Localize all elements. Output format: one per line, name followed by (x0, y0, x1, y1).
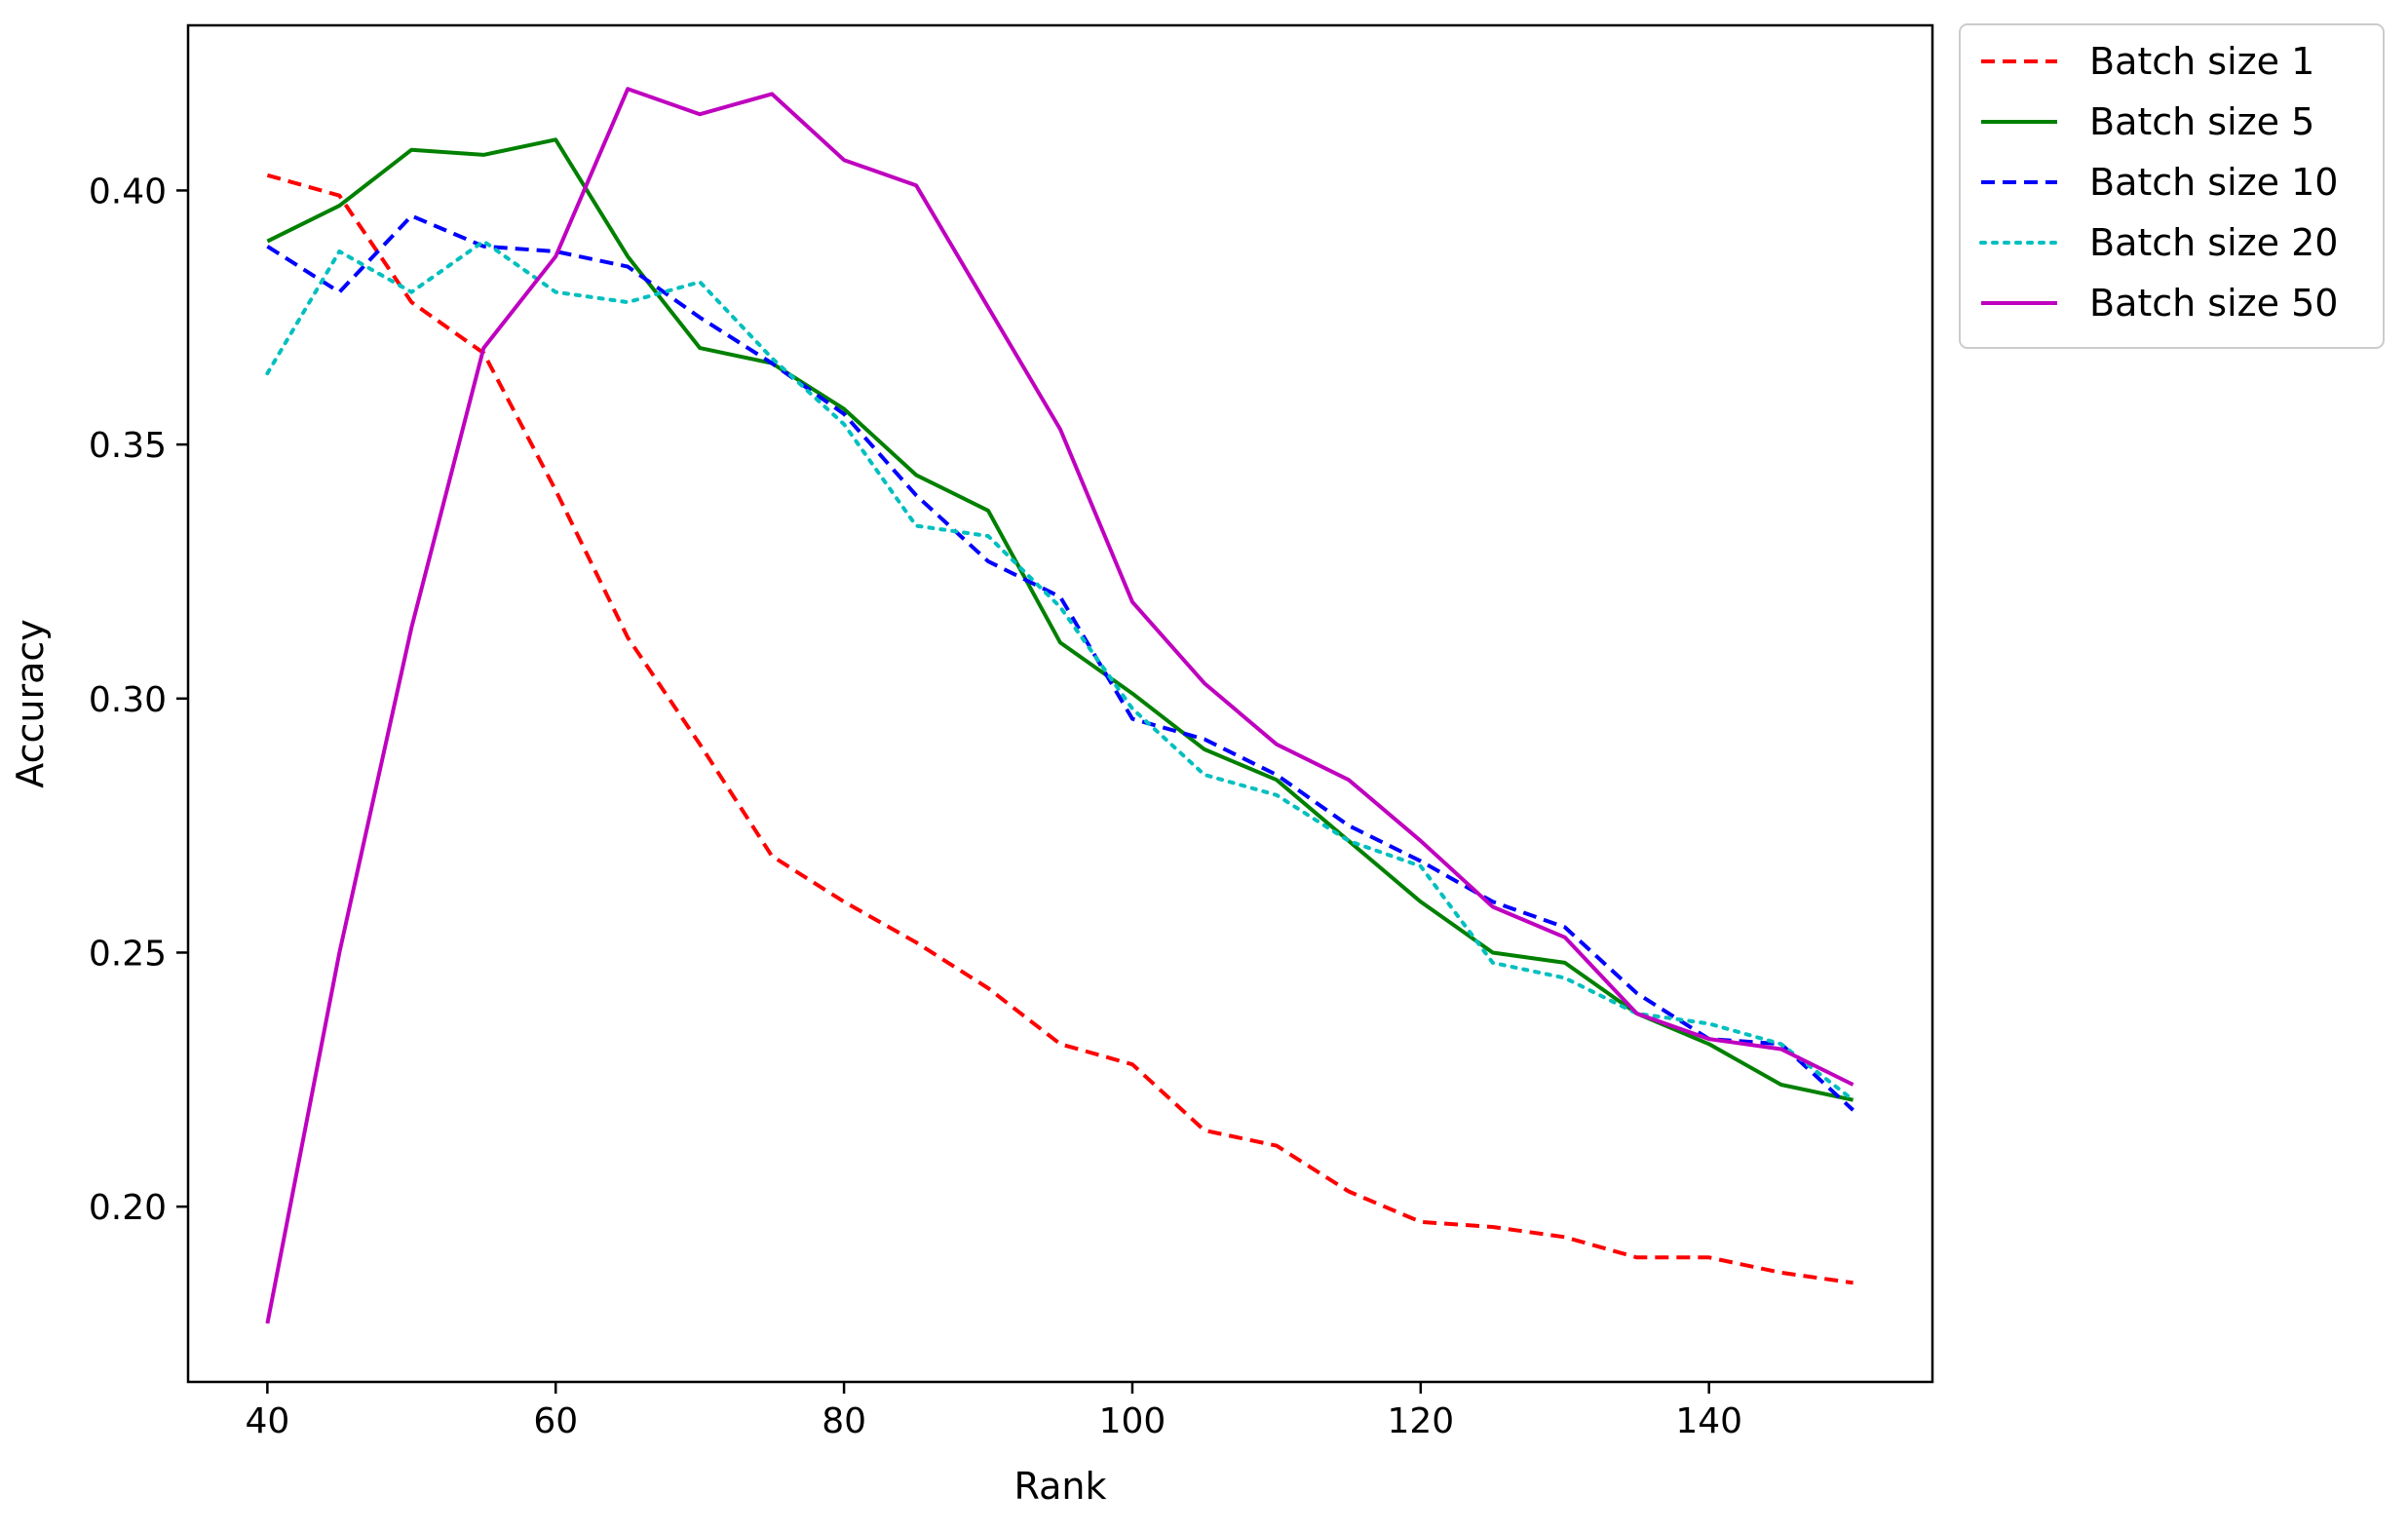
x-tick-label: 140 (1675, 1401, 1742, 1441)
plot-area-frame (186, 23, 1934, 1384)
legend-label-1: Batch size 1 (2089, 40, 2314, 83)
x-axis-label: Rank (1014, 1465, 1107, 1508)
x-tick-label: 100 (1099, 1401, 1166, 1441)
plot-layer (265, 87, 1855, 1324)
y-tick-label: 0.35 (89, 426, 167, 466)
x-tick-label: 80 (822, 1401, 866, 1441)
y-axis-label: Accuracy (9, 619, 52, 788)
series-line-1 (266, 172, 1854, 1285)
y-tick-label: 0.25 (89, 934, 167, 974)
y-tick-label: 0.20 (89, 1188, 167, 1228)
x-tick-label: 120 (1387, 1401, 1454, 1441)
series-line-5 (265, 87, 1854, 1324)
legend: Batch size 1 Batch size 5 Batch size 10 Bat… (1959, 23, 2385, 349)
x-tick-label: 40 (245, 1401, 289, 1441)
legend-label-3: Batch size 10 (2089, 161, 2338, 204)
y-tick-label: 0.40 (89, 172, 167, 211)
legend-label-5: Batch size 50 (2089, 282, 2338, 325)
y-axis: 0.20 0.25 0.30 0.35 0.40 (89, 172, 188, 1228)
series-line-4 (265, 239, 1855, 1102)
y-tick-label: 0.30 (89, 680, 167, 720)
legend-box (1959, 23, 2385, 349)
series-line-2 (266, 137, 1854, 1102)
x-tick-label: 60 (533, 1401, 578, 1441)
x-axis: 40 60 80 100 120 140 (245, 1382, 1742, 1441)
legend-label-4: Batch size 20 (2089, 221, 2338, 264)
series-line-3 (266, 213, 1854, 1112)
legend-label-2: Batch size 5 (2089, 100, 2314, 143)
